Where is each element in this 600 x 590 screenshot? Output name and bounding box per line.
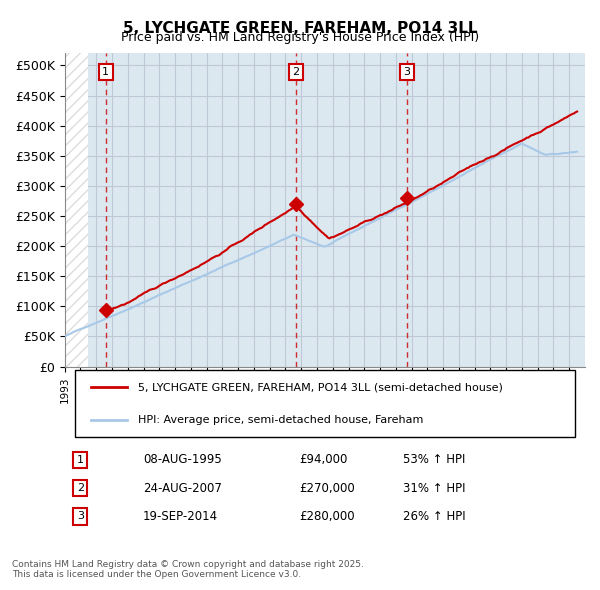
Text: 1: 1 bbox=[77, 455, 84, 465]
Text: 19-SEP-2014: 19-SEP-2014 bbox=[143, 510, 218, 523]
Text: 1: 1 bbox=[102, 67, 109, 77]
Text: 2: 2 bbox=[292, 67, 299, 77]
Text: £94,000: £94,000 bbox=[299, 453, 347, 467]
Text: 5, LYCHGATE GREEN, FAREHAM, PO14 3LL (semi-detached house): 5, LYCHGATE GREEN, FAREHAM, PO14 3LL (se… bbox=[137, 382, 502, 392]
Text: 24-AUG-2007: 24-AUG-2007 bbox=[143, 481, 221, 494]
Text: 26% ↑ HPI: 26% ↑ HPI bbox=[403, 510, 466, 523]
Text: £280,000: £280,000 bbox=[299, 510, 355, 523]
Text: HPI: Average price, semi-detached house, Fareham: HPI: Average price, semi-detached house,… bbox=[137, 415, 423, 425]
Text: 53% ↑ HPI: 53% ↑ HPI bbox=[403, 453, 465, 467]
Text: 5, LYCHGATE GREEN, FAREHAM, PO14 3LL: 5, LYCHGATE GREEN, FAREHAM, PO14 3LL bbox=[123, 21, 477, 35]
FancyBboxPatch shape bbox=[75, 371, 575, 437]
Text: 08-AUG-1995: 08-AUG-1995 bbox=[143, 453, 221, 467]
Bar bbox=[65, 53, 88, 366]
Text: 3: 3 bbox=[77, 512, 84, 522]
Text: 2: 2 bbox=[77, 483, 84, 493]
Text: Contains HM Land Registry data © Crown copyright and database right 2025.
This d: Contains HM Land Registry data © Crown c… bbox=[12, 560, 364, 579]
Text: 3: 3 bbox=[404, 67, 410, 77]
Text: Price paid vs. HM Land Registry's House Price Index (HPI): Price paid vs. HM Land Registry's House … bbox=[121, 31, 479, 44]
Text: 31% ↑ HPI: 31% ↑ HPI bbox=[403, 481, 466, 494]
Text: £270,000: £270,000 bbox=[299, 481, 355, 494]
